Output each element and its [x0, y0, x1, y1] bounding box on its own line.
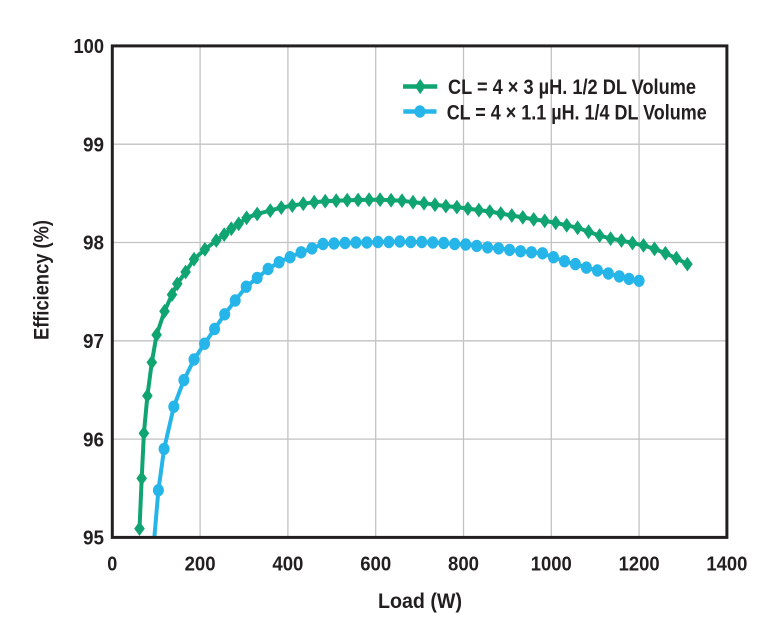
svg-text:CL = 4 × 1.1 µH. 1/4 DL Volume: CL = 4 × 1.1 µH. 1/4 DL Volume — [447, 101, 707, 124]
svg-text:99: 99 — [83, 134, 104, 156]
svg-text:Efficiency (%): Efficiency (%) — [31, 220, 54, 340]
svg-text:1400: 1400 — [706, 554, 747, 576]
svg-text:1000: 1000 — [531, 554, 572, 576]
svg-text:95: 95 — [83, 528, 104, 550]
svg-text:97: 97 — [83, 331, 104, 353]
svg-text:0: 0 — [107, 554, 117, 576]
svg-text:400: 400 — [272, 554, 303, 576]
svg-text:98: 98 — [83, 233, 104, 255]
svg-text:96: 96 — [83, 429, 104, 451]
svg-text:Load (W): Load (W) — [378, 590, 462, 613]
svg-text:1200: 1200 — [619, 554, 660, 576]
svg-text:800: 800 — [448, 554, 479, 576]
svg-text:200: 200 — [185, 554, 216, 576]
svg-text:600: 600 — [360, 554, 391, 576]
svg-text:100: 100 — [74, 36, 105, 58]
svg-text:CL = 4 × 3 µH. 1/2 DL Volume: CL = 4 × 3 µH. 1/2 DL Volume — [448, 76, 696, 99]
